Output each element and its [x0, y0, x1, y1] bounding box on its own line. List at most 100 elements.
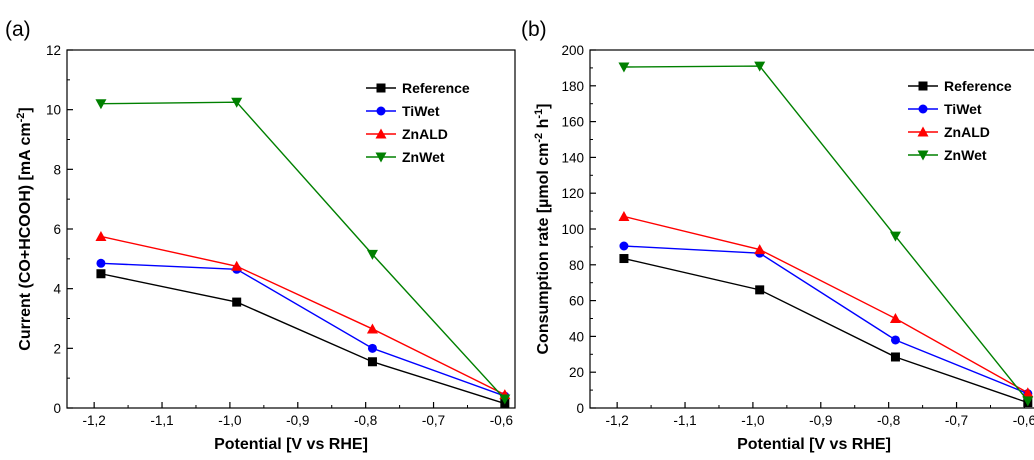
- panel-b-legend: Reference TiWet ZnALD ZnWet: [908, 78, 1012, 163]
- panel-b-y-tick-label: 40: [569, 329, 584, 344]
- panel-a-y-axis-title-end: ]: [17, 107, 34, 112]
- panel-b-y-axis-title-main: Consumption rate [µmol cm: [535, 143, 552, 355]
- panel-b: (b) -1,2 -1,1 -1,0 -0,9 -0,8 -0,7 -0,6 0 20 40 60 8…: [521, 18, 1034, 453]
- panel-b-y-tick-label: 80: [569, 258, 584, 273]
- panel-b-series-znald-point: [618, 210, 630, 221]
- panel-a-x-tick-label: -1,1: [150, 413, 173, 428]
- panel-b-y-axis-title: Consumption rate [µmol cm-2 h-1]: [533, 103, 552, 354]
- panel-a-y-tick-label: 12: [46, 43, 61, 58]
- panel-a-y-tick-label: 0: [53, 401, 61, 416]
- panel-b-legend-tiwet-marker: [918, 104, 928, 114]
- panel-b-y-tick-label: 200: [561, 43, 584, 58]
- panel-b-x-tick-label: -0,7: [945, 413, 968, 428]
- panel-b-legend-znwet-label: ZnWet: [944, 147, 987, 163]
- panel-b-x-tick-label: -1,1: [673, 413, 696, 428]
- panel-a-series-znald-point: [366, 323, 378, 334]
- panel-b-series-znwet-point: [889, 231, 901, 242]
- panel-a-legend-tiwet-label: TiWet: [402, 103, 440, 119]
- panel-a-series-znald-line: [100, 235, 506, 396]
- panel-b-series-znwet-point: [1022, 396, 1034, 407]
- panel-a-series-reference-line: [100, 273, 506, 405]
- panel-b-y-axis-title-end: ]: [535, 103, 552, 108]
- panel-b-y-axis-title-mid: h: [535, 119, 552, 133]
- panel-a-legend-znald-label: ZnALD: [402, 126, 448, 142]
- panel-a-series-tiwet-point: [367, 343, 377, 353]
- panel-b-series-reference-point: [755, 285, 765, 295]
- panel-b-x-tick-label: -0,9: [809, 413, 832, 428]
- panel-a-series-znwet-line: [100, 101, 506, 400]
- panel-b-y-tick-label: 100: [561, 222, 584, 237]
- panel-a-letter: (a): [5, 18, 31, 41]
- panel-b-y-axis-title-sup: -2: [533, 133, 545, 143]
- panel-a-series-znwet-point: [231, 97, 243, 108]
- panel-b-series-tiwet-line: [623, 245, 1029, 395]
- panel-b-legend-znald-marker: [917, 126, 929, 137]
- panel-a-x-tick-label: -0,9: [286, 413, 309, 428]
- panel-a-legend: Reference TiWet ZnALD ZnWet: [366, 80, 470, 165]
- panel-b-x-axis-title: Potential [V vs RHE]: [737, 436, 891, 453]
- panel-a-legend-reference-label: Reference: [402, 80, 470, 96]
- panel-a-series-reference-point: [96, 269, 106, 279]
- panel-a-x-tick-label: -0,6: [490, 413, 513, 428]
- panel-b-series-znald-point: [889, 313, 901, 323]
- panel-a-x-tick-label: -0,7: [422, 413, 445, 428]
- panel-a-legend-tiwet-marker: [376, 106, 386, 116]
- panel-a-series-reference-point: [232, 297, 242, 307]
- panel-b-y-tick-label: 60: [569, 294, 584, 309]
- panel-a-series-tiwet-point: [96, 258, 106, 268]
- panel-a-y-tick-label: 10: [46, 103, 61, 118]
- panel-a-series-znald-point: [231, 260, 243, 271]
- panel-b-legend-znwet-marker: [917, 150, 929, 161]
- panel-a-legend-znwet-label: ZnWet: [402, 149, 445, 165]
- panel-b-legend-tiwet-label: TiWet: [944, 101, 982, 117]
- panel-a-x-tick-label: -1,2: [83, 413, 106, 428]
- panel-b-series-znwet-line: [623, 65, 1029, 402]
- panel-b-series-reference-point: [619, 254, 629, 264]
- panel-a-y-tick-label: 4: [53, 282, 61, 297]
- panel-a-series-znwet-point: [366, 249, 378, 260]
- panel-a-series: [95, 97, 511, 409]
- panel-a-series-reference-point: [367, 357, 377, 367]
- panel-b-legend-reference-label: Reference: [944, 78, 1012, 94]
- panel-a-y-tick-label: 2: [53, 341, 61, 356]
- panel-b-series-znald-line: [623, 215, 1029, 394]
- panel-b-x-tick-label: -1,0: [741, 413, 764, 428]
- panel-b-y-tick-label: 140: [561, 150, 584, 165]
- panel-b-y-axis-title-sup2: -1: [533, 109, 545, 119]
- panel-b-x-tick-label: -1,2: [606, 413, 629, 428]
- panel-a-series-znwet-point: [499, 394, 511, 405]
- panel-b-legend-reference-marker: [918, 81, 928, 91]
- panel-b-y-tick-label: 180: [561, 79, 584, 94]
- panel-b-series-tiwet-point: [619, 241, 629, 251]
- panel-a-series-znwet-point: [95, 99, 107, 110]
- panel-b-series-reference-point: [890, 352, 900, 362]
- panel-b-x-tick-label: -0,6: [1013, 413, 1034, 428]
- panel-a-legend-znwet-marker: [375, 152, 387, 163]
- panel-b-series-znald-point: [1022, 387, 1034, 398]
- panel-a-series-znald-point: [95, 230, 107, 241]
- panel-a-x-tick-label: -0,8: [354, 413, 377, 428]
- panel-b-series-znwet-point: [618, 62, 630, 73]
- panel-a-y-axis-title-main: Current (CO+HCOOH) [mA cm: [17, 122, 34, 350]
- panel-b-y-tick-label: 120: [561, 186, 584, 201]
- panel-a-x-tick-label: -1,0: [218, 413, 241, 428]
- panel-b-legend-znald-label: ZnALD: [944, 124, 990, 140]
- panel-b-x-tick-label: -0,8: [877, 413, 900, 428]
- panel-a-legend-reference-marker: [376, 83, 386, 93]
- panel-a-y-axis-title-sup: -2: [15, 113, 27, 123]
- panel-b-series-znald-point: [754, 244, 766, 255]
- panel-b-y-tick-label: 0: [576, 401, 584, 416]
- panel-b-series-reference-line: [623, 257, 1029, 404]
- panel-b-y-tick-label: 160: [561, 115, 584, 130]
- panel-b-series-tiwet-point: [890, 335, 900, 345]
- panel-b-series: [618, 61, 1034, 408]
- panel-a-series-tiwet-line: [100, 262, 506, 397]
- panel-b-letter: (b): [521, 18, 547, 41]
- panel-a-ticks: -1,2 -1,1 -1,0 -0,9 -0,8 -0,7 -0,6 0 2 4 6 8 10 12: [46, 43, 513, 428]
- panel-a-y-tick-label: 8: [53, 162, 61, 177]
- panel-b-y-tick-label: 20: [569, 365, 584, 380]
- panel-b-ticks: -1,2 -1,1 -1,0 -0,9 -0,8 -0,7 -0,6 0 20 40 60 80 100…: [561, 43, 1034, 428]
- panel-a-x-axis-title: Potential [V vs RHE]: [214, 436, 368, 453]
